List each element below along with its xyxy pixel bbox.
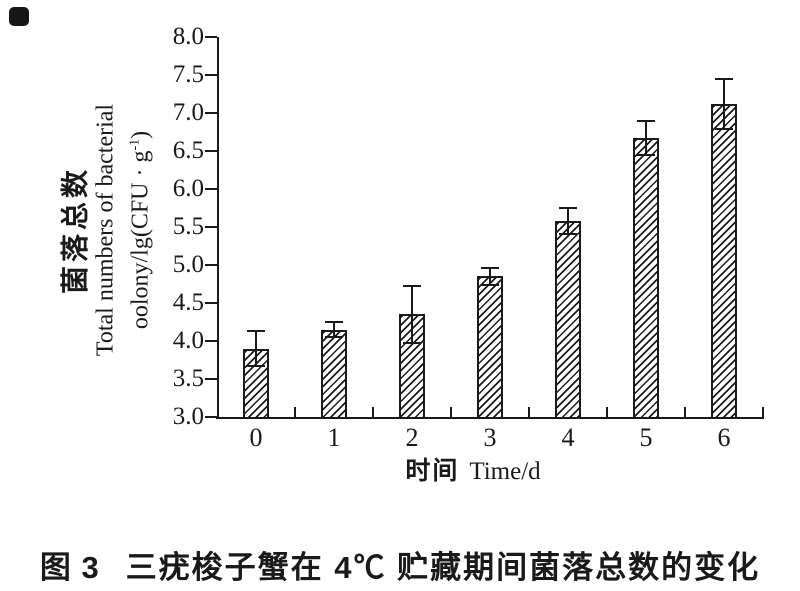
error-bar-cap-top-day-5	[637, 120, 655, 122]
y-tick	[205, 416, 217, 418]
x-tick-label-day-3: 3	[483, 423, 497, 452]
error-bar-line-day-1	[333, 322, 335, 337]
error-bar-cap-top-day-3	[481, 267, 499, 269]
error-bar-line-day-0	[255, 331, 257, 366]
x-tick-label-day-4: 4	[561, 423, 575, 452]
x-axis-title: 时间 Time/d	[405, 451, 540, 487]
y-tick	[205, 340, 217, 342]
x-tick	[528, 407, 530, 417]
bar-day-2	[399, 314, 425, 419]
x-tick-label-day-0: 0	[249, 423, 263, 452]
error-bar-line-day-4	[567, 208, 569, 234]
x-axis-title-zh: 时间	[405, 457, 460, 485]
y-tick-label: 7.0	[172, 99, 204, 126]
scan-artifact-mark	[9, 7, 29, 26]
y-tick-label: 7.5	[172, 61, 204, 88]
x-tick-label-day-5: 5	[639, 423, 653, 452]
y-tick	[205, 264, 217, 266]
error-bar-cap-bottom-day-5	[637, 154, 655, 156]
error-bar-cap-bottom-day-3	[481, 284, 499, 286]
error-bar-cap-top-day-0	[247, 330, 265, 332]
y-tick-label: 3.5	[172, 365, 204, 392]
y-tick	[205, 188, 217, 190]
y-tick	[205, 150, 217, 152]
y-tick-label: 6.0	[172, 175, 204, 202]
y-tick-label: 6.5	[172, 137, 204, 164]
y-tick-label: 5.5	[172, 213, 204, 240]
error-bar-cap-bottom-day-6	[715, 128, 733, 130]
x-tick-label-day-2: 2	[405, 423, 419, 452]
y-tick-label: 8.0	[172, 23, 204, 50]
error-bar-cap-bottom-day-1	[325, 336, 343, 338]
figure-caption-number: 图 3	[39, 550, 100, 585]
bar-day-6	[711, 104, 737, 419]
error-bar-cap-top-day-4	[559, 207, 577, 209]
error-bar-cap-top-day-2	[403, 285, 421, 287]
y-tick	[205, 378, 217, 380]
error-bar-cap-bottom-day-0	[247, 365, 265, 367]
x-tick-label-day-1: 1	[327, 423, 341, 452]
y-tick	[205, 74, 217, 76]
error-bar-cap-top-day-1	[325, 321, 343, 323]
figure-caption-text: 三疣梭子蟹在 4℃ 贮藏期间菌落总数的变化	[125, 550, 761, 585]
error-bar-line-day-3	[489, 268, 491, 285]
error-bar-line-day-5	[645, 121, 647, 154]
x-tick	[450, 407, 452, 417]
y-tick-label: 3.0	[172, 403, 204, 430]
error-bar-cap-top-day-6	[715, 78, 733, 80]
bar-day-1	[321, 330, 347, 419]
error-bar-line-day-6	[723, 79, 725, 129]
y-tick	[205, 112, 217, 114]
figure-caption: 图 3 三疣梭子蟹在 4℃ 贮藏期间菌落总数的变化	[0, 542, 800, 587]
y-tick-label: 4.5	[172, 289, 204, 316]
x-tick	[294, 407, 296, 417]
error-bar-cap-bottom-day-2	[403, 342, 421, 344]
y-tick-label: 5.0	[172, 251, 204, 278]
x-tick-label-day-6: 6	[717, 423, 731, 452]
x-tick	[606, 407, 608, 417]
y-axis-line	[217, 37, 219, 419]
error-bar-cap-bottom-day-4	[559, 233, 577, 235]
bar-day-3	[477, 276, 503, 419]
x-tick	[372, 407, 374, 417]
bar-day-5	[633, 138, 659, 419]
x-tick	[762, 407, 764, 417]
bar-day-4	[555, 221, 581, 419]
x-axis-title-en: Time/d	[469, 458, 541, 485]
error-bar-line-day-2	[411, 286, 413, 344]
y-tick	[205, 302, 217, 304]
y-tick	[205, 36, 217, 38]
x-tick	[684, 407, 686, 417]
y-tick-label: 4.0	[172, 327, 204, 354]
y-tick	[205, 226, 217, 228]
